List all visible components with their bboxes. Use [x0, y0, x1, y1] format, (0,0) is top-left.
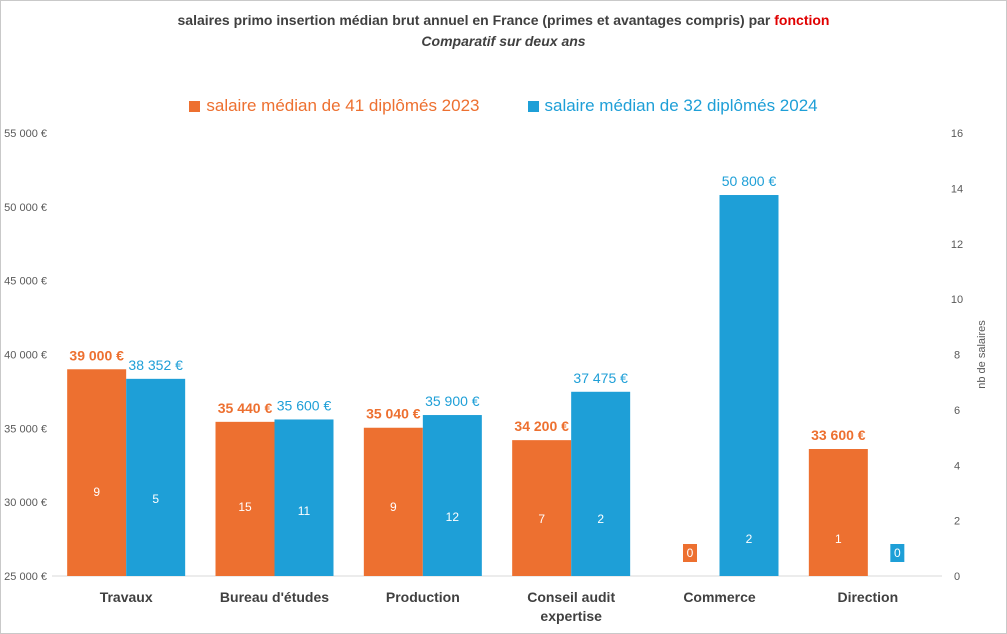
legend-label-2024: salaire médian de 32 diplômés 2024: [544, 96, 818, 115]
chart-title: salaires primo insertion médian brut ann…: [0, 12, 1007, 28]
y-axis-tick-label: 55 000 €: [4, 128, 47, 140]
bar-count-label: 0: [894, 546, 901, 560]
legend-swatch-2023: [189, 100, 201, 112]
y2-axis-tick-label: 8: [954, 350, 960, 362]
y2-axis-tick-label: 10: [951, 294, 963, 306]
legend-label-2023: salaire médian de 41 diplômés 2023: [206, 96, 480, 115]
bar-value-label: 50 800 €: [722, 173, 777, 189]
bar-count-label: 15: [238, 500, 252, 514]
bar-2024: [126, 378, 186, 576]
bar-value-label: 34 200 €: [514, 418, 569, 434]
bar-value-label: 35 440 €: [218, 400, 273, 416]
legend-item-2024: salaire médian de 32 diplômés 2024: [527, 96, 818, 116]
bar-value-label: 35 600 €: [277, 397, 332, 413]
y2-axis-tick-label: 0: [954, 571, 960, 583]
y-axis-tick-label: 30 000 €: [4, 497, 47, 509]
bar-2024: [422, 415, 482, 576]
bar-2023: [512, 440, 572, 576]
bar-value-label: 38 352 €: [128, 357, 183, 373]
y2-axis-tick-label: 4: [954, 460, 960, 472]
bar-count-label: 0: [687, 546, 694, 560]
y-axis-tick-label: 50 000 €: [4, 202, 47, 214]
bar-count-label: 9: [93, 485, 100, 499]
legend-item-2023: salaire médian de 41 diplômés 2023: [189, 96, 480, 116]
bar-zero-marker: [890, 544, 905, 562]
bar-2024: [719, 195, 779, 576]
y2-axis-title: nb de salaires: [976, 320, 988, 389]
bar-2023: [215, 421, 275, 576]
bar-2024: [571, 391, 631, 576]
bar-2023: [67, 369, 127, 576]
bar-count-label: 1: [835, 532, 842, 546]
bar-count-label: 2: [746, 532, 753, 546]
bar-value-label: 39 000 €: [69, 347, 124, 363]
x-axis-category-label: Commerce: [683, 589, 756, 605]
x-axis-category-label: Bureau d'études: [220, 589, 329, 605]
bar-value-label: 35 900 €: [425, 393, 480, 409]
bar-2024: [274, 419, 334, 576]
bar-2023: [808, 449, 868, 576]
x-axis-category-label: expertise: [540, 608, 602, 624]
y2-axis-tick-label: 16: [951, 128, 963, 140]
x-axis-category-label: Travaux: [100, 589, 153, 605]
bar-zero-marker: [683, 544, 697, 562]
chart-legend: salaire médian de 41 diplômés 2023 salai…: [0, 96, 1007, 116]
bar-count-label: 5: [152, 492, 159, 506]
y-axis-tick-label: 35 000 €: [4, 423, 47, 435]
y2-axis-tick-label: 14: [951, 183, 963, 195]
x-axis-category-label: Production: [386, 589, 460, 605]
bar-count-label: 9: [390, 500, 397, 514]
title-main: salaires primo insertion médian brut ann…: [177, 12, 775, 28]
legend-swatch-2024: [527, 100, 539, 112]
y-axis-tick-label: 25 000 €: [4, 571, 47, 583]
x-axis-category-label: Conseil audit: [527, 589, 615, 605]
x-axis-category-label: Direction: [837, 589, 898, 605]
bar-value-label: 35 040 €: [366, 406, 421, 422]
bar-2023: [363, 427, 423, 576]
y2-axis-tick-label: 12: [951, 239, 963, 251]
bar-count-label: 2: [597, 512, 604, 526]
bar-count-label: 12: [446, 510, 460, 524]
y-axis-tick-label: 40 000 €: [4, 350, 47, 362]
bar-value-label: 33 600 €: [811, 427, 866, 443]
bar-value-label: 37 475 €: [573, 370, 628, 386]
y2-axis-tick-label: 6: [954, 405, 960, 417]
bar-count-label: 7: [538, 512, 545, 526]
chart-subtitle: Comparatif sur deux ans: [421, 33, 586, 49]
bar-count-label: 11: [298, 504, 311, 518]
y-axis-tick-label: 45 000 €: [4, 276, 47, 288]
title-accent: fonction: [774, 12, 830, 28]
y2-axis-tick-label: 2: [954, 516, 960, 528]
